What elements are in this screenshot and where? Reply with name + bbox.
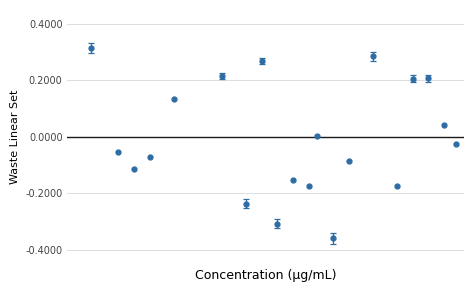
X-axis label: Concentration (μg/mL): Concentration (μg/mL) xyxy=(195,269,336,282)
Y-axis label: Waste Linear Set: Waste Linear Set xyxy=(10,90,20,184)
